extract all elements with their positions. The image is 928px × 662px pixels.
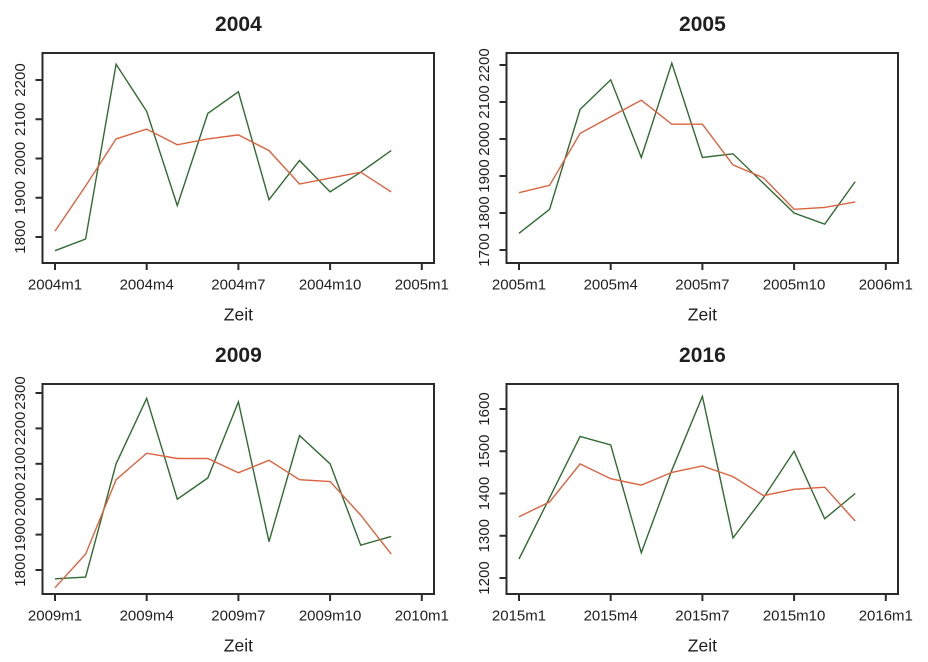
y-axis-tick-label: 2000	[476, 122, 493, 155]
y-axis-tick-label: 1600	[476, 392, 493, 425]
x-axis-tick-label: 2015m4	[584, 608, 638, 625]
x-axis-tick-label: 2004m10	[299, 277, 362, 294]
x-axis-title: Zeit	[224, 636, 253, 656]
x-axis-title: Zeit	[688, 636, 717, 656]
y-axis-tick-label: 2000	[12, 483, 29, 516]
x-axis-tick-label: 2005m4	[584, 277, 638, 294]
chart-title: 2005	[679, 13, 726, 36]
chart-2016: 2016 1200 1300 1400 1500 1600 2015m1 2015m4 2015…	[476, 344, 913, 656]
x-axis-title: Zeit	[688, 305, 717, 325]
series-line-green	[518, 393, 856, 560]
plot-border	[41, 383, 435, 595]
series-line-orange	[54, 452, 392, 589]
chart-2004: 2004 1800 1900 2000 2100 2200 2004m1 2004m4 2004…	[12, 13, 449, 325]
chart-title: 2004	[215, 13, 262, 36]
x-axis-tick-label: 2015m10	[763, 608, 826, 625]
x-axis-title: Zeit	[224, 305, 253, 325]
x-axis-tick-label: 2015m7	[675, 608, 729, 625]
x-axis-tick-label: 2009m4	[120, 608, 174, 625]
y-axis-tick-label: 1500	[476, 435, 493, 468]
plot-border	[505, 383, 899, 595]
y-axis-tick-label: 1900	[12, 518, 29, 551]
y-axis-tick-label: 2100	[12, 447, 29, 480]
x-axis-tick-label: 2005m10	[763, 277, 826, 294]
y-axis-tick-label: 2100	[12, 103, 29, 136]
x-axis-tick-label: 2015m1	[492, 608, 546, 625]
x-axis-tick-label: 2004m7	[211, 277, 265, 294]
y-axis-tick-label: 2100	[476, 85, 493, 118]
x-axis-tick-label: 2005m7	[675, 277, 729, 294]
y-axis-tick-label: 2000	[12, 142, 29, 175]
series-line-orange	[54, 128, 392, 232]
chart-panel-bottom-left: 2009 1800 1900 2000 2100 2200 2300 2009m1 2009m4…	[0, 331, 464, 662]
y-axis-tick-label: 1900	[476, 159, 493, 192]
series-line-orange	[518, 99, 856, 211]
y-axis-tick-label: 2200	[476, 48, 493, 81]
x-axis-tick-label: 2006m1	[859, 277, 913, 294]
y-axis-tick-label: 1300	[476, 519, 493, 552]
chart-panel-top-right: 2005 1700 1800 1900 2000 2100 2200 2005m1 2005m4…	[464, 0, 928, 331]
y-axis-tick-label: 1800	[12, 553, 29, 586]
chart-panel-bottom-right: 2016 1200 1300 1400 1500 1600 2015m1 2015m4 2015…	[464, 331, 928, 662]
series-line-green	[518, 60, 856, 234]
y-axis-tick-label: 1200	[476, 561, 493, 594]
x-axis-tick-label: 2009m7	[211, 608, 265, 625]
y-axis-tick-label: 1400	[476, 477, 493, 510]
x-axis-tick-label: 2005m1	[395, 277, 449, 294]
chart-title: 2016	[679, 344, 726, 367]
x-axis-tick-label: 2016m1	[859, 608, 913, 625]
series-line-green	[54, 62, 392, 252]
x-axis-tick-label: 2004m1	[28, 277, 82, 294]
y-axis-tick-label: 2300	[12, 376, 29, 409]
x-axis-tick-label: 2009m1	[28, 608, 82, 625]
y-axis-tick-label: 1900	[12, 181, 29, 214]
y-axis-tick-label: 2200	[12, 412, 29, 445]
x-axis-tick-label: 2010m1	[395, 608, 449, 625]
y-axis-tick-label: 1800	[476, 196, 493, 229]
chart-2005: 2005 1700 1800 1900 2000 2100 2200 2005m1 2005m4…	[476, 13, 913, 325]
series-line-orange	[518, 463, 856, 522]
chart-2009: 2009 1800 1900 2000 2100 2200 2300 2009m1 2009m4…	[12, 344, 449, 656]
x-axis-tick-label: 2004m4	[120, 277, 174, 294]
plot-border	[41, 52, 435, 264]
chart-panel-top-left: 2004 1800 1900 2000 2100 2200 2004m1 2004m4 2004…	[0, 0, 464, 331]
chart-title: 2009	[215, 344, 262, 367]
y-axis-tick-label: 1800	[12, 220, 29, 253]
y-axis-tick-label: 1700	[476, 233, 493, 266]
x-axis-tick-label: 2009m10	[299, 608, 362, 625]
x-axis-tick-label: 2005m1	[492, 277, 546, 294]
y-axis-tick-label: 2200	[12, 63, 29, 96]
series-line-green	[54, 396, 392, 580]
